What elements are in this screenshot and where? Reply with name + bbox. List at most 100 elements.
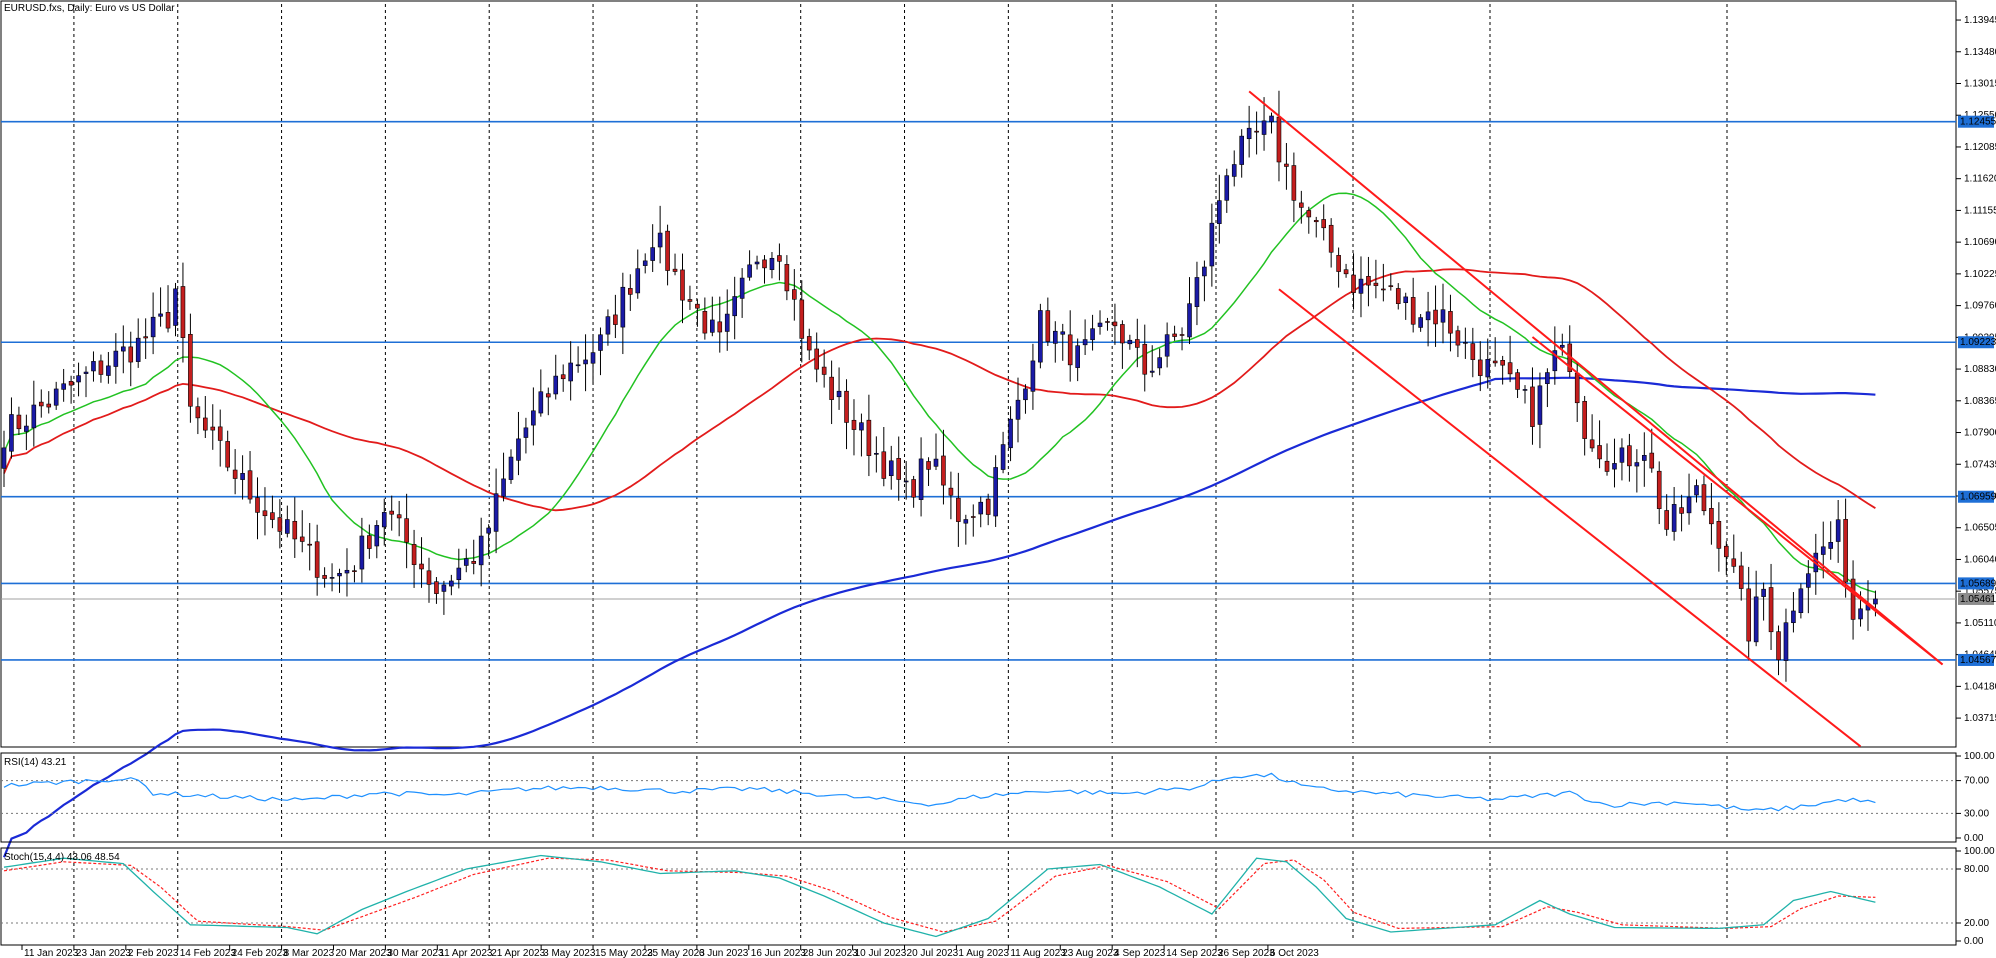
level-price-tag xyxy=(1958,336,1994,349)
candle-body xyxy=(1753,596,1759,643)
candle-body xyxy=(404,518,409,543)
date-tick-label: 14 Sep 2023 xyxy=(1166,948,1223,958)
candle-body xyxy=(1231,164,1237,177)
candle-body xyxy=(1545,372,1550,384)
candle-body xyxy=(806,336,812,351)
candle-body xyxy=(1522,389,1528,391)
candle-body xyxy=(851,419,857,430)
candle-body xyxy=(881,451,887,479)
candle-body xyxy=(247,470,253,500)
candle-body xyxy=(575,364,581,367)
candle-body xyxy=(471,560,477,564)
price-labels: 1.12455 1.09223 1.06959 1.05689 1.04567 1.054… xyxy=(1958,115,1996,666)
date-tick-label: 16 Jun 2023 xyxy=(751,948,806,958)
candle-body xyxy=(381,512,387,528)
candle-body xyxy=(173,288,178,326)
candle-body xyxy=(135,337,141,362)
price-tick-label: 1.05575 xyxy=(1964,586,1996,597)
candle-body xyxy=(665,230,670,271)
candle-body xyxy=(1269,115,1274,123)
candle-body xyxy=(821,366,827,375)
candle-body xyxy=(844,390,849,423)
candle-body xyxy=(1485,359,1491,378)
level-price-tag xyxy=(1958,653,1994,666)
candle-body xyxy=(993,467,998,517)
price-tick-label: 1.07900 xyxy=(1964,428,1996,439)
candle-body xyxy=(1388,285,1394,287)
candle-body xyxy=(1224,175,1230,201)
rsi-panel-frame xyxy=(0,752,1957,843)
candle-body xyxy=(91,361,96,372)
candle-body xyxy=(762,259,767,269)
candle-body xyxy=(1015,399,1021,420)
candle-body xyxy=(68,381,74,386)
candle-body xyxy=(1067,334,1073,366)
candle-body xyxy=(1105,321,1110,323)
candle-body xyxy=(1381,288,1386,291)
date-tick-label: 25 May 2023 xyxy=(647,948,705,958)
current-price-label: 1.05461 xyxy=(1960,594,1996,605)
candle-body xyxy=(1336,255,1341,272)
price-axis[interactable]: 1.139451.134801.130151.125501.120851.116… xyxy=(1956,15,1996,947)
candle-body xyxy=(933,458,939,467)
candle-body xyxy=(1351,274,1356,293)
rsi-panel[interactable]: RSI(14) 43.21 xyxy=(0,752,1957,843)
candle-body xyxy=(598,334,603,351)
date-tick-label: 14 Feb 2023 xyxy=(180,948,237,958)
level-price-tag xyxy=(1958,490,1994,503)
candle-body xyxy=(1709,508,1714,525)
candle-body xyxy=(1023,388,1028,401)
candle-body xyxy=(1187,303,1192,338)
candle-body xyxy=(76,375,81,383)
candle-body xyxy=(635,268,641,294)
candle-body xyxy=(24,425,29,432)
candle-body xyxy=(1433,309,1438,325)
candle-body xyxy=(367,535,372,549)
candle-body xyxy=(1120,324,1125,344)
candle-body xyxy=(1425,311,1431,321)
trend-channel[interactable] xyxy=(1248,90,1944,748)
candle-body xyxy=(46,403,52,408)
candle-body xyxy=(270,512,275,520)
horizontal-levels[interactable] xyxy=(1,120,1956,661)
candle-body xyxy=(970,516,976,518)
candle-body xyxy=(9,414,14,452)
candle-body xyxy=(650,247,655,261)
candle-body xyxy=(344,569,350,574)
date-tick-label: 2 Feb 2023 xyxy=(128,948,179,958)
candle-body xyxy=(285,519,290,534)
date-tick-label: 10 Jul 2023 xyxy=(855,948,907,958)
candle-body xyxy=(687,299,693,302)
date-tick-label: 23 Jan 2023 xyxy=(76,948,131,958)
stoch-panel[interactable]: Stoch(15,4,4) 43.06 48.54 xyxy=(0,847,1957,946)
candle-body xyxy=(1679,507,1684,514)
level-price-label: 1.12455 xyxy=(1960,117,1996,128)
candle-body xyxy=(1858,608,1863,620)
stoch-tick-label: 0.00 xyxy=(1964,936,1984,947)
price-tick-label: 1.08365 xyxy=(1964,396,1996,407)
candle-body xyxy=(1090,328,1095,341)
candle-body xyxy=(456,567,462,581)
main-price-panel[interactable]: EURUSD.fxs, Daily: Euro vs US Dollar xyxy=(0,0,1957,941)
candle-body xyxy=(1179,334,1185,336)
price-tick-label: 1.05110 xyxy=(1964,618,1996,629)
price-panel-frame xyxy=(0,0,1957,748)
level-price-label: 1.04567 xyxy=(1960,655,1996,666)
stoch-tick-label: 80.00 xyxy=(1964,864,1989,875)
candle-body xyxy=(426,570,432,585)
price-tick-label: 1.10690 xyxy=(1964,237,1996,248)
candle-body xyxy=(888,460,894,477)
candle-body xyxy=(583,359,588,365)
price-tick-label: 1.08830 xyxy=(1964,364,1996,375)
level-price-tag xyxy=(1958,577,1994,590)
candle-body xyxy=(1440,309,1446,323)
candle-body xyxy=(978,501,984,515)
candle-body xyxy=(1135,339,1140,348)
candle-body xyxy=(374,525,380,547)
date-tick-label: 21 Apr 2023 xyxy=(491,948,545,958)
candle-body xyxy=(1373,282,1379,286)
candle-body xyxy=(829,376,834,400)
current-price-tag xyxy=(1958,592,1994,605)
